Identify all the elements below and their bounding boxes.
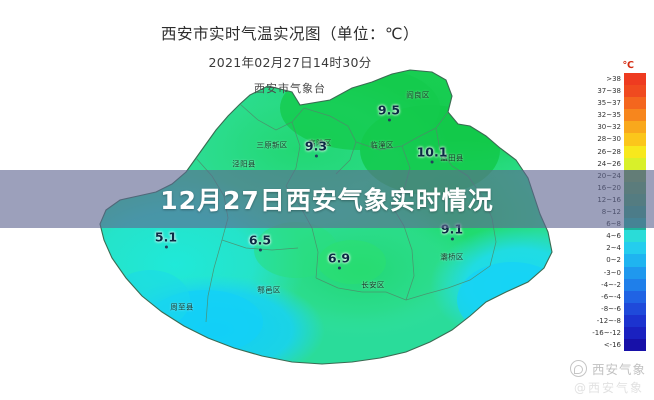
legend-label: 4~6 [606, 232, 621, 241]
watermark-text: 西安气象 [591, 362, 646, 377]
watermark-secondary: @西安气象 [573, 381, 644, 395]
legend-swatch [624, 97, 646, 110]
legend-swatch [624, 121, 646, 134]
legend-swatch [624, 254, 646, 267]
legend-swatch [624, 314, 646, 327]
cloud-logo-icon [569, 360, 587, 377]
legend-row: 4~6 [587, 230, 646, 243]
legend-row: >38 [587, 73, 646, 86]
legend-label: -8~-6 [601, 304, 621, 313]
legend-swatch [624, 266, 646, 279]
legend-label: -4~-2 [601, 280, 621, 289]
legend-label: -6~-4 [601, 292, 621, 301]
legend-label: 2~4 [606, 244, 621, 253]
legend-swatch [624, 73, 646, 86]
legend-label: 28~30 [597, 135, 621, 144]
legend-row: -4~-2 [587, 278, 646, 291]
legend-row: 24~26 [587, 157, 646, 170]
legend-row: 0~2 [587, 254, 646, 267]
legend-label: 37~38 [597, 87, 621, 96]
legend-swatch [624, 85, 646, 98]
legend-label: 0~2 [606, 256, 621, 265]
legend-row: 30~32 [587, 121, 646, 134]
legend-label: 32~35 [597, 111, 621, 120]
legend-row: -8~-6 [587, 302, 646, 315]
legend-row: 2~4 [587, 242, 646, 255]
legend-row: 28~30 [587, 133, 646, 146]
legend-label: -3~0 [603, 268, 621, 277]
legend-row: <-16 [587, 339, 646, 352]
overlay-caption-text: 12月27日西安气象实时情况 [160, 186, 494, 215]
legend-row: -6~-4 [587, 290, 646, 303]
legend-swatch [624, 230, 646, 243]
legend-swatch [624, 145, 646, 158]
legend-label: <-16 [603, 341, 621, 350]
legend-row: -3~0 [587, 266, 646, 279]
legend-row: -16~-12 [587, 326, 646, 340]
legend-label: 30~32 [597, 123, 621, 132]
watermark-primary: 西安气象 [569, 359, 646, 378]
legend-swatch [624, 339, 646, 352]
legend-swatch [624, 326, 646, 340]
legend-label: 26~28 [597, 147, 621, 156]
legend-swatch [624, 157, 646, 170]
legend-swatch [624, 290, 646, 303]
legend-swatch [624, 133, 646, 146]
legend-swatch [624, 302, 646, 315]
legend-unit-label: ℃ [622, 60, 634, 71]
legend-label: 35~37 [597, 99, 621, 108]
legend-label: >38 [606, 75, 621, 83]
legend-row: 35~37 [587, 97, 646, 110]
legend-row: 32~35 [587, 109, 646, 122]
legend-swatch [624, 109, 646, 122]
legend-label: -12~-8 [596, 316, 621, 325]
legend-label: -16~-12 [592, 328, 621, 337]
legend-row: 37~38 [587, 85, 646, 98]
legend-row: -12~-8 [587, 314, 646, 327]
legend-row: 26~28 [587, 145, 646, 158]
legend-label: 24~26 [597, 159, 621, 168]
legend-swatch [624, 278, 646, 291]
overlay-caption-banner: 12月27日西安气象实时情况 [0, 170, 654, 228]
legend-swatch [624, 242, 646, 255]
